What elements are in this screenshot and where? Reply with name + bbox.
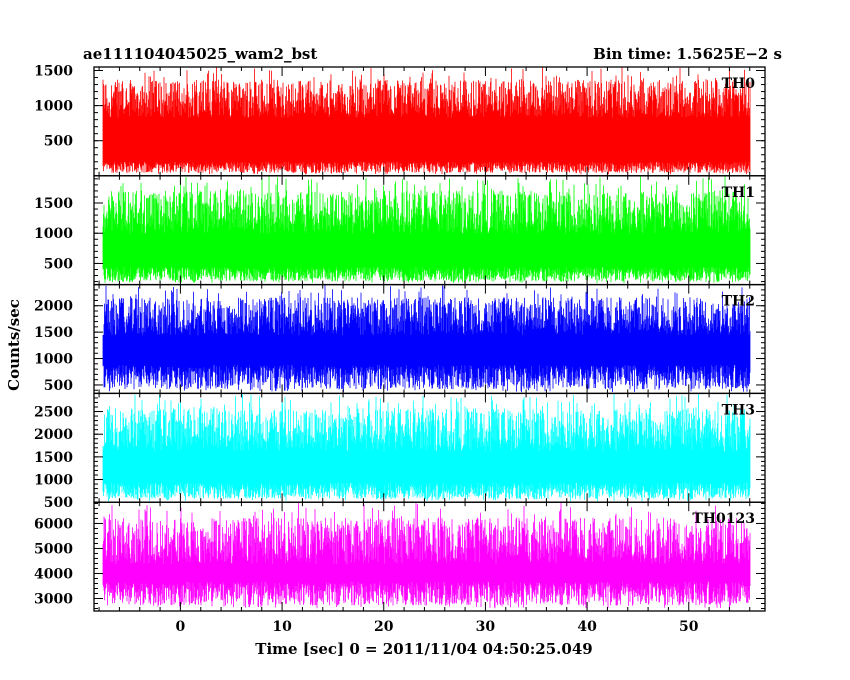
panel-label: TH1 [722, 185, 755, 201]
y-tick-label: 1500 [34, 450, 73, 466]
panel-label: TH0123 [692, 511, 755, 527]
y-tick-label: 1000 [34, 352, 73, 368]
x-tick-label: 40 [577, 619, 597, 635]
y-tick-label: 5000 [34, 541, 73, 557]
y-axis-label: Counts/sec [5, 299, 23, 391]
x-tick-label: 10 [272, 619, 292, 635]
y-tick-label: 1500 [34, 64, 73, 80]
panels-group: 50010001500TH050010001500TH1500100015002… [34, 64, 766, 635]
y-tick-label: 2500 [34, 405, 73, 421]
series-th2 [102, 285, 751, 393]
bin-time-label: Bin time: 1.5625E−2 s [593, 45, 782, 63]
panel-th1: 500 1000 1500 TH1 [34, 175, 766, 286]
x-tick-label: 50 [679, 619, 699, 635]
x-tick-label: 0 [176, 619, 186, 635]
panel-label: TH2 [722, 294, 755, 310]
panel-th2: 500 1000 1500 2000 TH2 [34, 283, 766, 395]
y-tick-label: 1000 [34, 226, 73, 242]
panel-frame [93, 501, 766, 612]
panel-th0123: 3000 4000 5000 6000 TH0123 [34, 501, 766, 612]
y-tick-label: 1000 [34, 473, 73, 489]
x-tick-label: 30 [476, 619, 496, 635]
x-axis-label: Time [sec] 0 = 2011/11/04 04:50:25.049 [255, 640, 592, 658]
y-tick-label: 500 [44, 134, 73, 150]
y-tick-label: 1000 [34, 99, 73, 115]
y-tick-label: 500 [44, 378, 73, 394]
y-tick-label: 2000 [34, 427, 73, 443]
y-tick-label: 3000 [34, 591, 73, 607]
series-th0123 [102, 502, 751, 609]
x-tick-label: 20 [374, 619, 394, 635]
series-th1 [102, 176, 751, 284]
panel-th0: 500 1000 1500 TH0 [34, 64, 766, 177]
panel-th3: 500 1000 1500 2000 2500 TH3 [34, 392, 766, 511]
y-tick-label: 4000 [34, 566, 73, 582]
y-tick-label: 6000 [34, 516, 73, 532]
series-th0 [102, 67, 751, 175]
series-th3 [102, 393, 751, 502]
y-tick-label: 2000 [34, 299, 73, 315]
panel-label: TH3 [722, 402, 755, 418]
y-tick-label: 1500 [34, 325, 73, 341]
y-tick-label: 500 [44, 256, 73, 272]
panel-label: TH0 [722, 76, 756, 92]
y-tick-label: 1500 [34, 196, 73, 212]
chart-title: ae111104045025_wam2_bst [83, 45, 317, 63]
y-tick-label: 500 [44, 495, 73, 511]
